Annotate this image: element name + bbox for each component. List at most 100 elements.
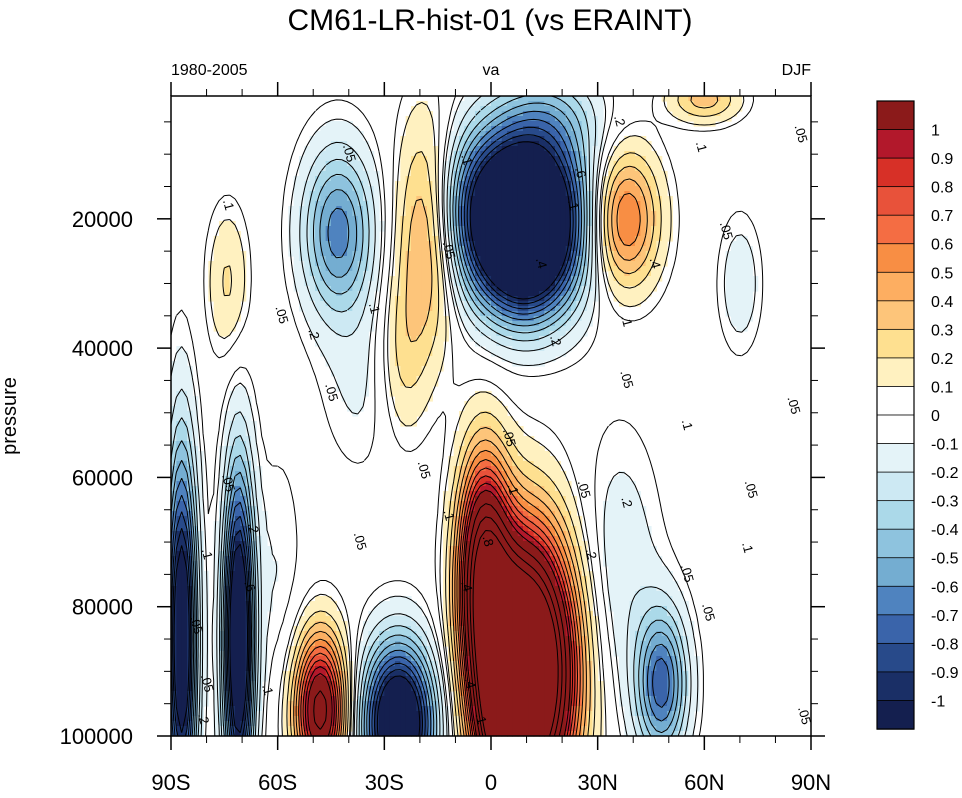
heatmap-cell [507, 316, 513, 322]
heatmap-cell [325, 126, 332, 132]
heatmap-cell [613, 251, 620, 257]
heatmap-cell [437, 266, 444, 272]
heatmap-cell [288, 221, 295, 227]
heatmap-cell [480, 141, 487, 147]
heatmap-cell [571, 176, 577, 182]
heatmap-cell [469, 156, 476, 162]
heatmap-cell [459, 296, 465, 302]
heatmap-cell [187, 426, 193, 432]
heatmap-cell [640, 226, 647, 232]
heatmap-cell [613, 276, 620, 282]
heatmap-cell [608, 176, 615, 182]
heatmap-cell [656, 206, 663, 212]
heatmap-cell [656, 266, 663, 272]
heatmap-cell [629, 251, 636, 257]
heatmap-cell [629, 141, 636, 147]
heatmap-cell [469, 441, 476, 447]
heatmap-cell [432, 381, 439, 387]
heatmap-cell [245, 466, 252, 472]
heatmap-cell [624, 216, 631, 222]
heatmap-cell [251, 456, 257, 462]
heatmap-cell [208, 271, 215, 277]
heatmap-cell [315, 251, 321, 257]
heatmap-cell [475, 336, 481, 342]
heatmap-cell [464, 156, 471, 162]
heatmap-cell [373, 206, 380, 212]
heatmap-cell [469, 396, 476, 402]
heatmap-cell [549, 591, 556, 597]
heatmap-cell [560, 181, 567, 187]
heatmap-cell [181, 591, 188, 597]
heatmap-cell [309, 296, 316, 302]
heatmap-cell [219, 266, 225, 272]
heatmap-cell [645, 141, 652, 147]
heatmap-cell [725, 256, 732, 262]
heatmap-cell [192, 441, 199, 447]
heatmap-cell [352, 376, 359, 382]
heatmap-cell [571, 276, 577, 282]
heatmap-cell [240, 551, 247, 557]
heatmap-cell [315, 141, 321, 147]
heatmap-cell [597, 111, 604, 117]
heatmap-cell [496, 336, 503, 342]
heatmap-cell [448, 546, 455, 552]
heatmap-cell [304, 161, 311, 167]
heatmap-cell [549, 171, 556, 177]
heatmap-cell [480, 211, 487, 217]
heatmap-cell [555, 196, 561, 202]
heatmap-cell [336, 161, 343, 167]
heatmap-cell [357, 341, 364, 347]
heatmap-cell [416, 196, 423, 202]
heatmap-cell [624, 141, 631, 147]
heatmap-cell [496, 556, 503, 562]
heatmap-cell [613, 281, 620, 287]
heatmap-cell [357, 186, 364, 192]
heatmap-cell [373, 181, 380, 187]
heatmap-cell [389, 351, 396, 357]
heatmap-cell [347, 231, 353, 237]
heatmap-cell [528, 181, 535, 187]
heatmap-cell [459, 581, 465, 587]
heatmap-cell [405, 316, 412, 322]
heatmap-cell [411, 291, 417, 297]
heatmap-cell [640, 261, 647, 267]
heatmap-cell [336, 191, 343, 197]
heatmap-cell [555, 321, 561, 327]
heatmap-cell [517, 326, 524, 332]
heatmap-cell [533, 211, 540, 217]
heatmap-cell [507, 416, 513, 422]
heatmap-cell [555, 541, 561, 547]
heatmap-cell [560, 551, 567, 557]
heatmap-cell [645, 541, 652, 547]
heatmap-cell [560, 206, 567, 212]
right-string: DJF [782, 62, 812, 79]
heatmap-cell [496, 171, 503, 177]
heatmap-cell [181, 511, 188, 517]
heatmap-cell [363, 231, 369, 237]
heatmap-cell [539, 541, 545, 547]
heatmap-cell [523, 156, 529, 162]
heatmap-cell [645, 291, 652, 297]
heatmap-cell [363, 251, 369, 257]
heatmap-cell [427, 146, 433, 152]
heatmap-cell [352, 166, 359, 172]
heatmap-cell [421, 251, 428, 257]
heatmap-cell [491, 96, 497, 102]
heatmap-cell [635, 271, 641, 277]
heatmap-cell [448, 206, 455, 212]
heatmap-cell [485, 141, 492, 147]
heatmap-cell [240, 286, 247, 292]
heatmap-cell [645, 231, 652, 237]
heatmap-cell [581, 276, 588, 282]
heatmap-cell [560, 501, 567, 507]
heatmap-cell [187, 486, 193, 492]
heatmap-cell [507, 181, 513, 187]
heatmap-cell [347, 131, 353, 137]
heatmap-cell [496, 541, 503, 547]
heatmap-cell [331, 136, 337, 142]
heatmap-cell [443, 186, 449, 192]
heatmap-cell [576, 526, 583, 532]
heatmap-cell [448, 596, 455, 602]
heatmap-cell [555, 591, 561, 597]
heatmap-cell [629, 196, 636, 202]
